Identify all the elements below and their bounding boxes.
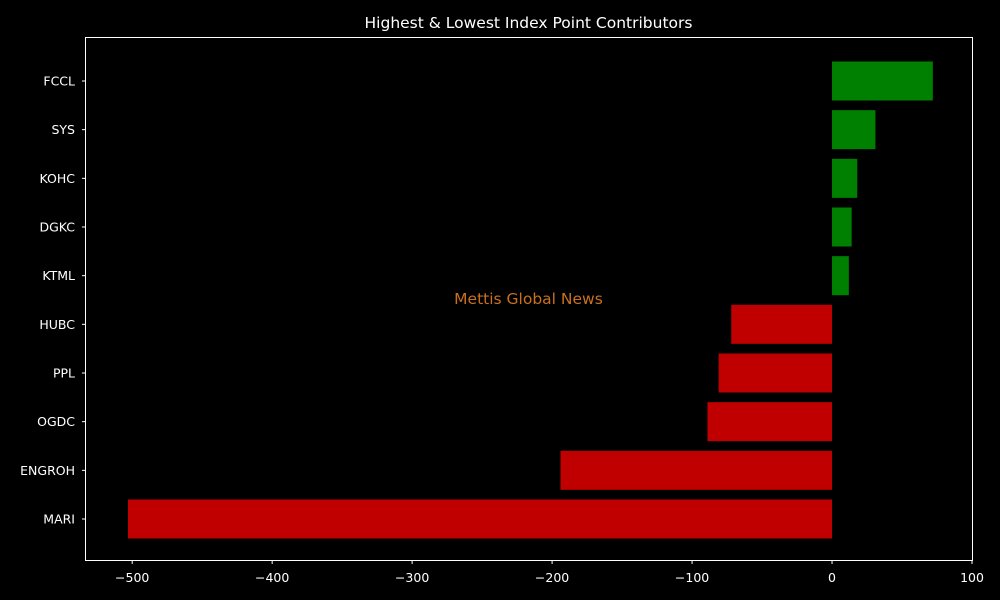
bar-ogdc [707, 402, 833, 442]
x-tick-label: 100 [960, 570, 984, 585]
x-tick-label: 0 [828, 570, 836, 585]
bar-mari [127, 499, 833, 539]
bar-engroh [560, 450, 833, 490]
y-axis: FCCL SYS KOHC DGKC KTML HUBC PPL OGDC ENGROH MARI [20, 74, 86, 527]
watermark-text: Mettis Global News [454, 290, 603, 308]
x-tick-label: −200 [535, 570, 569, 585]
x-axis: −500 −400 −300 −200 −100 0 100 [115, 560, 984, 585]
x-tick-label: −500 [115, 570, 149, 585]
bars-layer [127, 61, 933, 539]
x-tick-label: −100 [675, 570, 709, 585]
bar-sys [832, 110, 876, 150]
x-tick-label: −300 [395, 570, 429, 585]
bar-dgkc [832, 207, 852, 247]
chart-title: Highest & Lowest Index Point Contributor… [365, 14, 693, 32]
y-tick-label: FCCL [43, 74, 75, 89]
y-tick-label: SYS [51, 122, 75, 137]
x-tick-label: −400 [255, 570, 289, 585]
y-tick-label: KOHC [40, 171, 76, 186]
bar-hubc [731, 304, 833, 344]
bar-fccl [832, 61, 933, 101]
y-tick-label: DGKC [39, 220, 75, 235]
y-tick-label: ENGROH [20, 463, 75, 478]
y-tick-label: MARI [43, 512, 75, 527]
bar-ppl [718, 353, 833, 393]
bar-kohc [832, 158, 858, 198]
plot-frame [85, 37, 973, 561]
y-tick-label: HUBC [39, 317, 75, 332]
bar-ktml [832, 256, 849, 296]
y-tick-label: OGDC [37, 414, 75, 429]
y-tick-label: PPL [53, 366, 75, 381]
y-tick-label: KTML [42, 268, 75, 283]
